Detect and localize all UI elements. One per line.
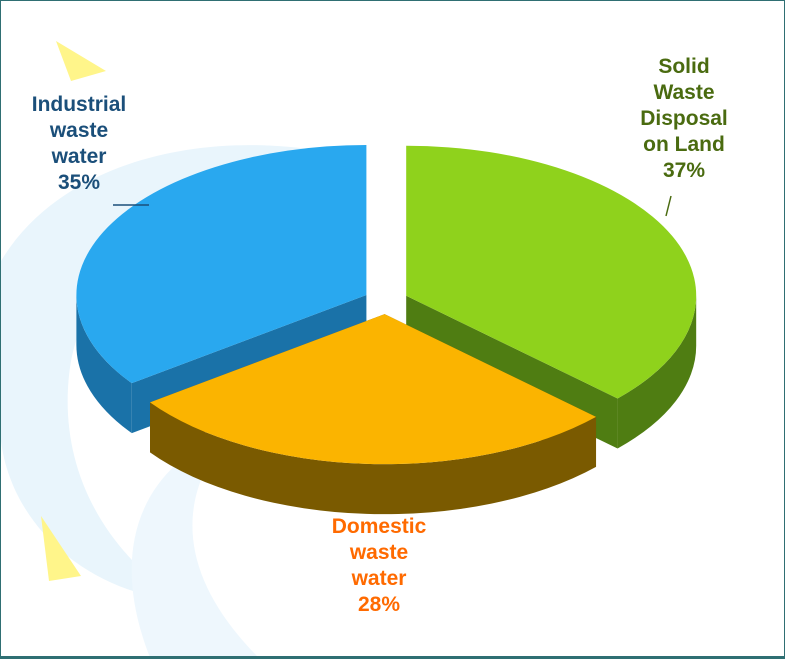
slice-label-line: waste	[349, 541, 408, 564]
pie-slice-rim-industrial-waste-water-0	[76, 295, 132, 434]
slice-label-line: 28%	[358, 593, 400, 616]
slice-label-domestic-waste-water: Domestic waste water 28%	[332, 515, 427, 616]
pie-slice-rim-domestic-waste-water-0	[150, 402, 597, 515]
pie-slices	[76, 145, 697, 515]
background-ray	[56, 41, 106, 81]
background-decoration	[1, 41, 321, 656]
slice-label-line: water	[351, 567, 407, 590]
slice-label-line: waste	[49, 119, 108, 142]
pie-slice-rim-solid-waste-disposal-on-land-0	[617, 295, 697, 449]
leader-line	[665, 195, 672, 217]
slice-label-line: 35%	[58, 171, 100, 194]
slice-label-line: on Land	[643, 133, 725, 156]
pie-slice-domestic-waste-water	[150, 314, 597, 515]
slice-label-solid-waste-disposal-on-land: Solid Waste Disposal on Land 37%	[640, 55, 728, 182]
background-ray-2	[41, 516, 81, 581]
slice-label-line: Solid	[658, 55, 709, 78]
pie-slice-top-domestic-waste-water	[150, 314, 597, 465]
slice-label-industrial-waste-water: Industrial waste water 35%	[32, 93, 127, 194]
slice-label-line: Industrial	[32, 93, 127, 116]
slice-label-line: Waste	[653, 81, 714, 104]
slice-label-line: 37%	[663, 159, 705, 182]
slice-label-line: water	[51, 145, 107, 168]
pie-slice-top-solid-waste-disposal-on-land	[406, 145, 697, 399]
slice-label-line: Disposal	[640, 107, 728, 130]
pie-labels: Solid Waste Disposal on Land 37% Domestic wast…	[32, 55, 728, 616]
slice-label-line: Domestic	[332, 515, 427, 538]
background-swirl-2	[131, 431, 258, 656]
background-swirl	[1, 145, 321, 601]
